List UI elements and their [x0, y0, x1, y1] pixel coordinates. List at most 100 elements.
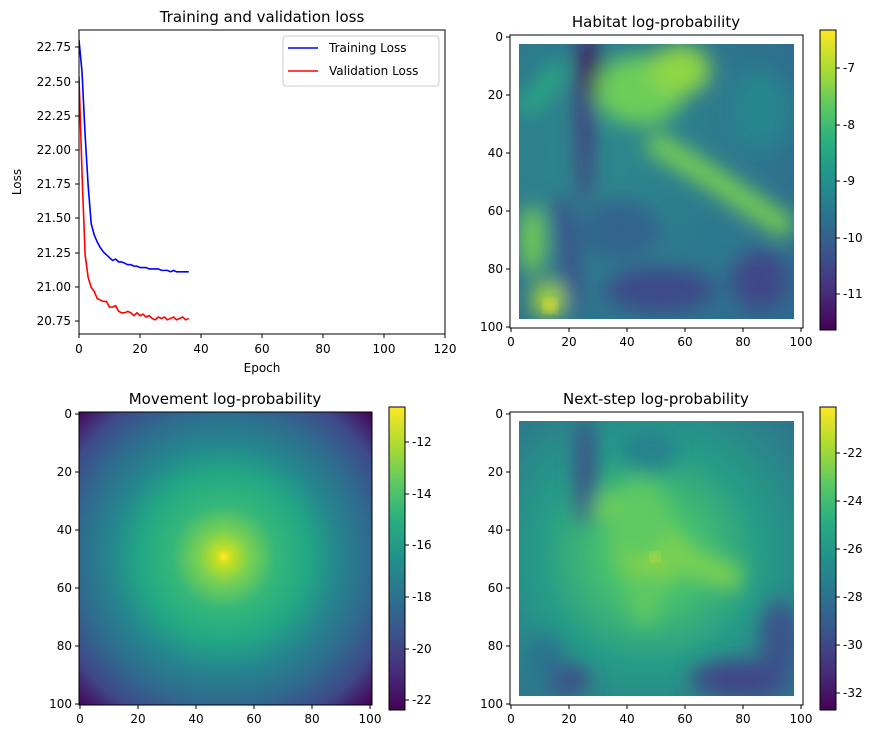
legend-label-training: Training Loss: [328, 41, 406, 55]
next-step-cbar-tick-5: -32: [843, 686, 863, 700]
loss-x-tick-3: 60: [254, 342, 269, 356]
loss-chart-title: Training and validation loss: [159, 8, 365, 26]
habitat-cbar-tick-3: -10: [843, 231, 863, 245]
next-step-x-tick-1: 20: [561, 712, 576, 726]
loss-x-tick-4: 80: [315, 342, 330, 356]
habitat-x-tick-1: 20: [561, 335, 576, 349]
loss-legend: Training Loss Validation Loss: [282, 35, 440, 87]
habitat-x-tick-5: 100: [790, 335, 813, 349]
movement-y-tick-5: 100: [49, 697, 72, 711]
loss-y-ticks: 20.75 21.00 21.25 21.50 21.75 22.00 22.2…: [37, 40, 79, 328]
next-step-y-tick-1: 20: [488, 465, 503, 479]
loss-y-tick-8: 22.75: [37, 40, 71, 54]
habitat-y-tick-1: 20: [488, 88, 503, 102]
movement-x-tick-3: 60: [246, 712, 261, 726]
movement-y-ticks: 0 20 40 60 80 100: [49, 407, 79, 711]
next-step-x-tick-0: 0: [507, 712, 515, 726]
legend-box: [282, 35, 440, 87]
next-step-cbar-tick-2: -26: [843, 542, 863, 556]
next-step-heatmap: Next-step log-probability 0 20 40 60: [480, 390, 863, 726]
movement-title: Movement log-probability: [129, 390, 322, 408]
loss-chart: Training and validation loss 0 20 40 60 …: [10, 8, 456, 375]
next-step-x-tick-5: 100: [790, 712, 813, 726]
habitat-y-tick-2: 40: [488, 146, 503, 160]
legend-label-validation: Validation Loss: [329, 64, 418, 78]
loss-x-ticks: 0 20 40 60 80 100 120: [75, 334, 456, 356]
loss-x-tick-0: 0: [75, 342, 83, 356]
movement-x-tick-2: 40: [188, 712, 203, 726]
loss-x-axis-label: Epoch: [244, 361, 281, 375]
habitat-y-tick-5: 100: [480, 320, 503, 334]
next-step-colorbar-gradient: [819, 406, 837, 711]
next-step-x-tick-2: 40: [619, 712, 634, 726]
loss-lines: [79, 39, 190, 321]
movement-cbar-tick-2: -16: [412, 538, 432, 552]
next-step-cbar-tick-0: -22: [843, 446, 863, 460]
habitat-cbar-tick-0: -7: [843, 61, 855, 75]
movement-cbar-tick-0: -12: [412, 435, 432, 449]
loss-x-tick-2: 40: [193, 342, 208, 356]
habitat-colorbar-gradient: [819, 29, 837, 331]
next-step-y-tick-0: 0: [495, 407, 503, 421]
next-step-y-ticks: 0 20 40 60 80 100: [480, 407, 510, 711]
next-step-colorbar: -22 -24 -26 -28 -30 -32: [819, 406, 863, 711]
habitat-x-ticks: 0 20 40 60 80 100: [507, 328, 812, 349]
movement-x-tick-1: 20: [130, 712, 145, 726]
habitat-cbar-tick-4: -11: [843, 287, 863, 301]
movement-y-tick-0: 0: [64, 407, 72, 421]
movement-y-tick-2: 40: [57, 523, 72, 537]
next-step-image: [519, 421, 794, 696]
habitat-y-ticks: 0 20 40 60 80 100: [480, 30, 510, 334]
movement-cbar-tick-1: -14: [412, 487, 432, 501]
next-step-y-tick-2: 40: [488, 523, 503, 537]
loss-x-tick-1: 20: [132, 342, 147, 356]
habitat-y-tick-3: 60: [488, 204, 503, 218]
next-step-axes-frame: [509, 411, 804, 706]
loss-axes-frame: [78, 29, 446, 335]
movement-y-tick-3: 60: [57, 581, 72, 595]
next-step-title: Next-step log-probability: [563, 390, 749, 408]
habitat-y-tick-0: 0: [495, 30, 503, 44]
next-step-y-tick-3: 60: [488, 581, 503, 595]
habitat-cbar-tick-2: -9: [843, 174, 855, 188]
movement-x-tick-4: 80: [304, 712, 319, 726]
habitat-x-tick-4: 80: [735, 335, 750, 349]
movement-cbar-tick-3: -18: [412, 590, 432, 604]
loss-y-axis-label: Loss: [10, 169, 24, 195]
next-step-x-tick-4: 80: [735, 712, 750, 726]
next-step-x-ticks: 0 20 40 60 80 100: [507, 705, 812, 726]
movement-x-tick-5: 100: [359, 712, 382, 726]
movement-x-ticks: 0 20 40 60 80 100: [76, 705, 381, 726]
habitat-x-tick-0: 0: [507, 335, 515, 349]
movement-center-point: [221, 554, 227, 560]
loss-y-tick-1: 21.00: [37, 280, 71, 294]
next-step-x-tick-3: 60: [677, 712, 692, 726]
loss-y-tick-7: 22.50: [37, 75, 71, 89]
loss-x-tick-5: 100: [373, 342, 396, 356]
habitat-cbar-tick-1: -8: [843, 118, 855, 132]
movement-colorbar-gradient: [388, 406, 406, 711]
loss-y-tick-5: 22.00: [37, 143, 71, 157]
movement-y-tick-4: 80: [57, 639, 72, 653]
movement-colorbar: -12 -14 -16 -18 -20 -22: [388, 406, 432, 711]
next-step-cbar-tick-4: -30: [843, 638, 863, 652]
movement-cbar-tick-5: -22: [412, 693, 432, 707]
loss-y-tick-6: 22.25: [37, 109, 71, 123]
habitat-colorbar: -7 -8 -9 -10 -11: [819, 29, 863, 331]
habitat-image: [519, 44, 794, 319]
loss-y-tick-0: 20.75: [37, 314, 71, 328]
next-step-y-tick-5: 100: [480, 697, 503, 711]
validation-loss-line: [79, 76, 190, 321]
habitat-x-tick-2: 40: [619, 335, 634, 349]
habitat-title: Habitat log-probability: [572, 13, 740, 31]
training-loss-line: [79, 39, 189, 273]
movement-cbar-tick-4: -20: [412, 642, 432, 656]
habitat-x-tick-3: 60: [677, 335, 692, 349]
next-step-cbar-tick-1: -24: [843, 494, 863, 508]
loss-x-tick-6: 120: [434, 342, 457, 356]
loss-y-tick-4: 21.75: [37, 177, 71, 191]
loss-y-tick-3: 21.50: [37, 211, 71, 225]
habitat-y-tick-4: 80: [488, 262, 503, 276]
movement-x-tick-0: 0: [76, 712, 84, 726]
